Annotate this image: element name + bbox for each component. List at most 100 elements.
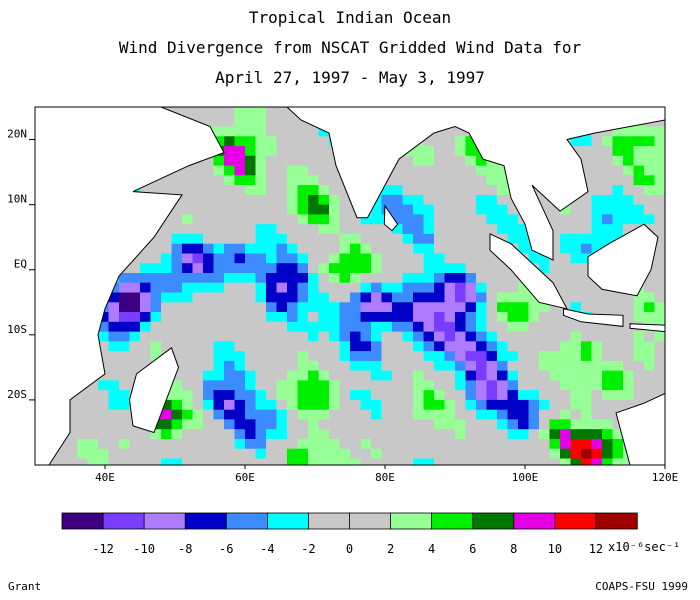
field-cell bbox=[234, 146, 246, 157]
field-cell bbox=[465, 155, 477, 167]
field-cell bbox=[444, 204, 456, 215]
field-cell bbox=[234, 126, 246, 137]
field-cell bbox=[402, 263, 414, 274]
field-cell bbox=[402, 419, 414, 430]
field-cell bbox=[507, 282, 519, 294]
field-cell bbox=[518, 370, 530, 381]
field-cell bbox=[413, 175, 425, 186]
field-cell bbox=[381, 448, 393, 460]
field-cell bbox=[602, 409, 614, 421]
field-cell bbox=[560, 224, 572, 235]
field-cell bbox=[434, 390, 446, 401]
field-cell bbox=[381, 370, 393, 381]
colorbar-swatch bbox=[431, 512, 474, 530]
field-cell bbox=[402, 351, 414, 362]
field-cell bbox=[444, 321, 456, 333]
field-cell bbox=[591, 194, 603, 206]
field-cell bbox=[476, 419, 488, 430]
field-cell bbox=[203, 292, 215, 303]
field-cell bbox=[654, 263, 665, 274]
field-cell bbox=[297, 273, 309, 284]
field-cell bbox=[98, 331, 110, 342]
field-cell bbox=[549, 302, 561, 313]
field-cell bbox=[507, 380, 519, 391]
field-cell bbox=[549, 419, 561, 430]
field-cell bbox=[108, 380, 120, 391]
field-cell bbox=[392, 233, 404, 245]
field-cell bbox=[161, 458, 173, 465]
field-cell bbox=[224, 458, 236, 465]
field-cell bbox=[549, 263, 561, 274]
field-cell bbox=[476, 273, 488, 284]
field-cell bbox=[224, 351, 236, 362]
field-cell bbox=[654, 380, 665, 391]
field-cell bbox=[119, 341, 131, 352]
field-cell bbox=[434, 263, 446, 274]
field-cell bbox=[507, 370, 519, 381]
field-cell bbox=[108, 321, 120, 333]
field-cell bbox=[182, 302, 194, 313]
field-cell bbox=[255, 292, 267, 303]
field-cell bbox=[213, 399, 225, 411]
field-cell bbox=[633, 214, 645, 225]
field-cell bbox=[423, 243, 435, 255]
field-cell bbox=[591, 292, 603, 303]
field-cell bbox=[329, 273, 341, 284]
field-cell bbox=[371, 233, 383, 245]
field-cell bbox=[329, 458, 341, 465]
field-cell bbox=[192, 302, 204, 313]
field-cell bbox=[203, 409, 215, 421]
field-cell bbox=[602, 214, 614, 225]
field-cell bbox=[192, 390, 204, 401]
field-cell bbox=[224, 390, 236, 401]
field-cell bbox=[434, 175, 446, 186]
field-cell bbox=[245, 439, 257, 450]
colorbar-swatch bbox=[307, 512, 351, 530]
field-cell bbox=[413, 429, 425, 440]
field-cell bbox=[360, 263, 372, 274]
field-cell bbox=[140, 312, 152, 323]
field-cell bbox=[612, 419, 624, 430]
field-cell bbox=[507, 390, 519, 401]
field-cell bbox=[371, 321, 383, 333]
field-cell bbox=[224, 224, 236, 235]
field-cell bbox=[234, 439, 246, 450]
field-cell bbox=[308, 331, 320, 342]
field-cell bbox=[413, 360, 425, 372]
field-cell bbox=[119, 409, 131, 421]
field-cell bbox=[392, 429, 404, 440]
field-cell bbox=[308, 351, 320, 362]
field-cell bbox=[560, 380, 572, 391]
field-cell bbox=[213, 292, 225, 303]
field-cell bbox=[560, 458, 572, 465]
field-cell bbox=[381, 351, 393, 362]
field-cell bbox=[476, 351, 488, 362]
field-cell bbox=[434, 185, 446, 196]
field-cell bbox=[308, 146, 320, 157]
field-cell bbox=[360, 458, 372, 465]
field-cell bbox=[224, 243, 236, 255]
field-cell bbox=[318, 282, 330, 294]
field-cell bbox=[392, 204, 404, 215]
field-cell bbox=[192, 253, 204, 264]
field-cell bbox=[140, 282, 152, 294]
field-cell bbox=[350, 419, 362, 430]
field-cell bbox=[371, 448, 383, 460]
field-cell bbox=[392, 409, 404, 421]
field-cell bbox=[192, 233, 204, 245]
field-cell bbox=[633, 204, 645, 215]
field-cell bbox=[287, 243, 299, 255]
field-cell bbox=[549, 409, 561, 421]
field-cell bbox=[444, 155, 456, 167]
field-cell bbox=[182, 107, 194, 118]
field-cell bbox=[497, 282, 509, 294]
field-cell bbox=[423, 273, 435, 284]
field-cell bbox=[360, 360, 372, 372]
field-cell bbox=[329, 409, 341, 421]
field-cell bbox=[287, 224, 299, 235]
field-cell bbox=[245, 399, 257, 411]
field-cell bbox=[633, 331, 645, 342]
field-cell bbox=[287, 273, 299, 284]
field-cell bbox=[234, 165, 246, 176]
field-cell bbox=[465, 341, 477, 352]
